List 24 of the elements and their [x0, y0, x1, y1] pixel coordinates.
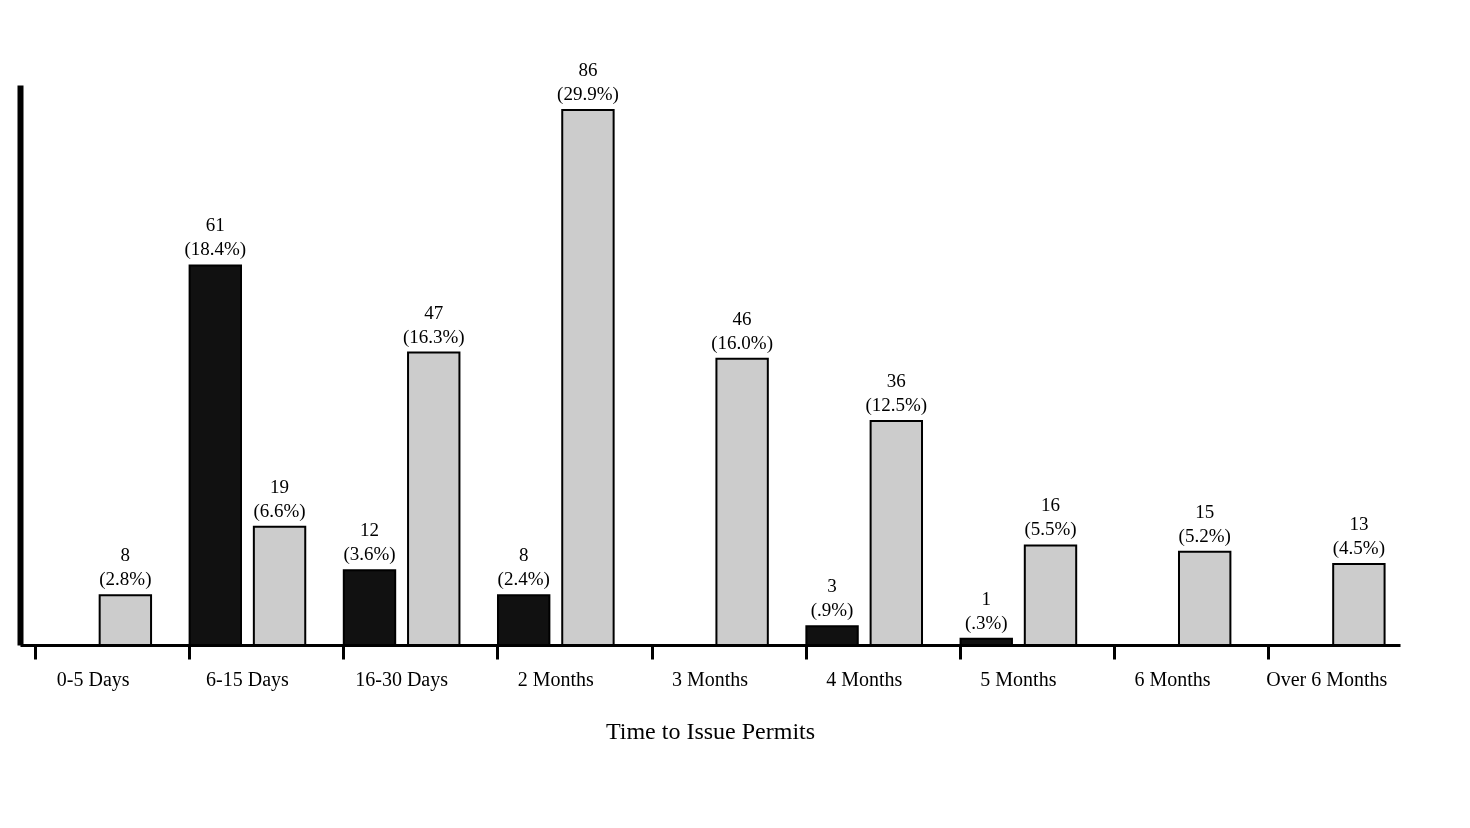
- data-label: 15 (5.2%): [1178, 500, 1231, 547]
- data-label: 12 (3.6%): [343, 519, 396, 566]
- x-axis-title: Time to Issue Permits: [605, 717, 816, 744]
- x-tick-label: 3 Months: [671, 667, 749, 690]
- x-tick-label: 6-15 Days: [206, 667, 290, 691]
- data-label: 19 (6.6%): [253, 475, 306, 522]
- data-label: 86 (29.9%): [557, 58, 619, 105]
- x-tick-label: 4 Months: [826, 667, 903, 690]
- data-label: 3 (.9%): [810, 575, 854, 622]
- x-tick-label: 0-5 Days: [56, 667, 130, 691]
- x-tick-label: 6 Months: [1134, 667, 1211, 690]
- x-tick-label: Over 6 Months: [1266, 667, 1388, 690]
- x-tick-label: 2 Months: [517, 667, 595, 690]
- x-tick-label: 16-30 Days: [355, 667, 449, 691]
- x-tick-label: 5 Months: [980, 667, 1057, 690]
- data-label: 36 (12.5%): [865, 370, 928, 416]
- data-label: 1 (.3%): [964, 587, 1008, 634]
- data-label: 13 (4.5%): [1332, 513, 1385, 560]
- data-label: 8 (2.8%): [99, 544, 152, 591]
- data-label: 16 (5.5%): [1024, 494, 1077, 541]
- data-label: 46 (16.0%): [711, 307, 773, 354]
- data-label: 47 (16.3%): [402, 301, 465, 348]
- data-label: 8 (2.4%): [497, 544, 550, 591]
- data-label: 61 (18.4%): [184, 214, 247, 261]
